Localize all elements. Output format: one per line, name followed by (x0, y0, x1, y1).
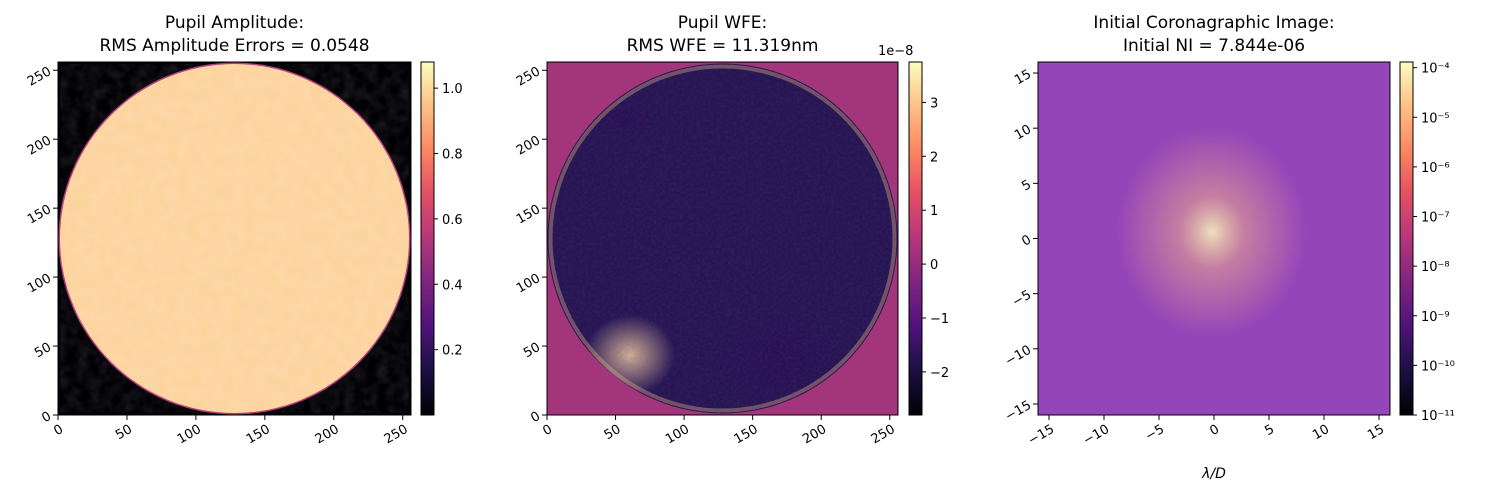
panel1-x-tick-label: 50 (113, 422, 135, 443)
panel3-x-tick-label: −5 (1143, 422, 1167, 445)
panel1-colorbar-frame (420, 61, 435, 416)
panel2-y-tick-label: 50 (521, 340, 543, 361)
panel3-x-tick-label: 10 (1310, 422, 1332, 443)
panel3-x-axis-label: λ/D (1201, 466, 1226, 482)
panel2-x-tick-label: 0 (540, 422, 555, 439)
panel2-colorbar-offset: 1e−8 (878, 44, 913, 59)
panel1-colorbar (421, 62, 434, 415)
panel1-title-line1: Pupil Amplitude: (165, 13, 304, 33)
panel3-y-tick-label: 10 (1012, 122, 1034, 143)
panel3-colorbar-tick-label: 10⁻⁸ (1421, 260, 1450, 275)
panel1-colorbar-ticks: 0.2 0.4 0.6 0.8 1.0 (434, 82, 463, 359)
panel2-colorbar-tick-label: 0 (930, 258, 938, 273)
panel3-colorbar-tick-label: 10⁻⁵ (1421, 111, 1450, 126)
panel3-y-tick-label: −15 (1003, 398, 1034, 425)
panel2-x-ticks: 0 50 100 150 200 250 (540, 415, 898, 447)
panel1-x-ticks: 0 50 100 150 200 250 (51, 415, 411, 447)
panel2-colorbar (909, 62, 922, 415)
panel2-title-line1: Pupil WFE: (678, 13, 767, 33)
panel2-colorbar-tick-label: 2 (930, 150, 938, 165)
panel1-frame (57, 61, 412, 416)
panel3-colorbar-tick-label: 10⁻⁶ (1421, 161, 1450, 176)
panel3-x-tick-label: 5 (1262, 422, 1277, 439)
panel1-colorbar-tick-label: 0.6 (442, 213, 463, 228)
panel1-amplitude-texture (60, 64, 409, 413)
panel2-wfe-map (547, 63, 898, 414)
panel3-colorbar-frame (1399, 61, 1414, 416)
panel1-x-tick-label: 200 (313, 422, 342, 447)
panel3-y-ticks: −15 −10 −5 0 5 10 15 (1003, 67, 1038, 425)
panel2-x-tick-label: 150 (732, 422, 761, 447)
panel-pupil-wfe: Pupil WFE: RMS WFE = 11.319nm 0 50 100 150 2… (514, 13, 949, 447)
panel3-colorbar-tick-label: 10⁻¹¹ (1421, 409, 1455, 424)
panel2-y-tick-label: 100 (514, 271, 543, 296)
panel1-x-tick-label: 100 (175, 422, 204, 447)
panel1-y-tick-label: 0 (39, 409, 54, 426)
panel1-y-ticks: 0 50 100 150 200 250 (25, 64, 58, 426)
panel1-colorbar-tick-label: 0.8 (442, 148, 463, 163)
panel1-y-tick-label: 50 (32, 340, 54, 361)
panel3-x-ticks: −15 −10 −5 0 5 10 15 (1026, 415, 1387, 449)
panel2-colorbar-tick-label: −2 (930, 366, 949, 381)
panel2-colorbar-ticks: −2 −1 0 1 2 3 (922, 96, 949, 381)
panel2-title-line2: RMS WFE = 11.319nm (627, 36, 819, 56)
panel3-colorbar-ticks: 10⁻¹¹ 10⁻¹⁰ 10⁻⁹ 10⁻⁸ 10⁻⁷ 10⁻⁶ 10⁻⁵ 10⁻⁴ (1413, 62, 1455, 424)
panel2-y-tick-label: 250 (514, 64, 543, 89)
panel3-y-tick-label: 5 (1019, 177, 1034, 194)
panel2-fine-texture (547, 63, 898, 414)
panel3-y-tick-label: 0 (1019, 232, 1034, 249)
panel3-central-glow (1117, 127, 1307, 337)
panel2-colorbar-tick-label: −1 (930, 312, 949, 327)
panel2-pupil-rim (548, 64, 897, 413)
panel3-colorbar-tick-label: 10⁻⁹ (1421, 310, 1450, 325)
panel3-colorbar (1400, 62, 1413, 415)
panel3-x-tick-label: −10 (1081, 422, 1112, 449)
panel2-colorbar-frame (908, 61, 923, 416)
panel1-y-tick-label: 250 (25, 64, 54, 89)
panel3-colorbar-tick-label: 10⁻⁴ (1421, 62, 1450, 77)
panel1-x-tick-label: 150 (244, 422, 273, 447)
panel2-colorbar-tick-label: 1 (930, 204, 938, 219)
panel-coronagraphic-image: Initial Coronagraphic Image: Initial NI … (1003, 13, 1455, 482)
panel1-y-tick-label: 100 (25, 271, 54, 296)
panel2-x-tick-label: 200 (800, 422, 829, 447)
panel3-x-tick-label: 15 (1365, 422, 1387, 443)
panel1-colorbar-tick-label: 0.4 (442, 278, 463, 293)
panel2-x-tick-label: 100 (663, 422, 692, 447)
panel-pupil-amplitude: Pupil Amplitude: RMS Amplitude Errors = … (25, 13, 463, 447)
panel1-y-tick-label: 150 (25, 202, 54, 227)
panel1-y-tick-label: 200 (25, 133, 54, 158)
panel1-colorbar-tick-label: 0.2 (442, 344, 463, 359)
panel3-colorbar-tick-label: 10⁻⁷ (1421, 211, 1450, 226)
panel2-x-tick-label: 50 (602, 422, 624, 443)
panel3-colorbar-tick-label: 10⁻¹⁰ (1421, 359, 1455, 374)
panel1-x-tick-label: 0 (51, 422, 66, 439)
panel2-x-tick-label: 250 (869, 422, 898, 447)
panel2-y-tick-label: 150 (514, 202, 543, 227)
panel1-colorbar-tick-label: 1.0 (442, 82, 463, 97)
panel3-x-tick-label: −15 (1026, 422, 1057, 449)
panel2-y-tick-label: 200 (514, 133, 543, 158)
panel2-y-tick-label: 0 (528, 409, 543, 426)
panel3-title-line1: Initial Coronagraphic Image: (1093, 13, 1334, 33)
panel2-colorbar-tick-label: 3 (930, 96, 938, 111)
panel3-x-tick-label: 0 (1207, 422, 1222, 439)
panel2-frame (546, 61, 899, 416)
panel1-x-tick-label: 250 (382, 422, 411, 447)
panel3-y-tick-label: −5 (1010, 288, 1034, 311)
panel3-y-tick-label: 15 (1012, 67, 1034, 88)
panel3-y-tick-label: −10 (1003, 343, 1034, 370)
panel1-title-line2: RMS Amplitude Errors = 0.0548 (99, 36, 369, 56)
panel3-title-line2: Initial NI = 7.844e-06 (1123, 36, 1305, 56)
panel2-y-ticks: 0 50 100 150 200 250 (514, 64, 547, 426)
